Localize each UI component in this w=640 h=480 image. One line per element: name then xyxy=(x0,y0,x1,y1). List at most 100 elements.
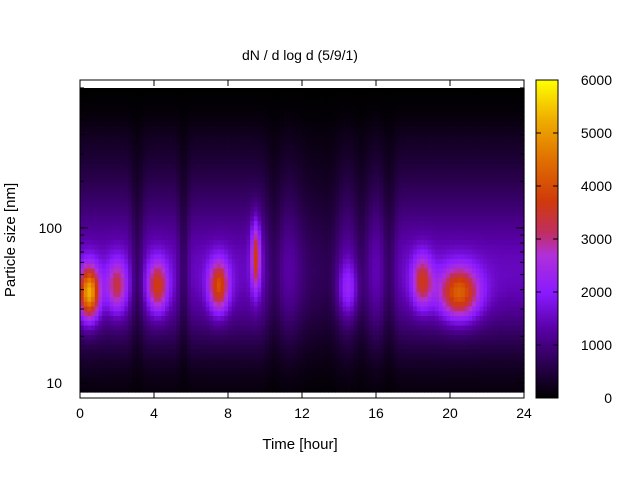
heatmap-cell xyxy=(194,154,199,160)
heatmap-cell xyxy=(298,335,303,341)
heatmap-cell xyxy=(350,259,355,265)
heatmap-cell xyxy=(220,102,225,108)
heatmap-cell xyxy=(309,292,314,298)
heatmap-cell xyxy=(150,130,155,137)
heatmap-cell xyxy=(268,311,273,317)
heatmap-cell xyxy=(220,216,225,222)
heatmap-cell xyxy=(309,297,314,303)
heatmap-cell xyxy=(327,164,333,170)
heatmap-cell xyxy=(235,126,240,132)
heatmap-cell xyxy=(224,197,229,203)
heatmap-cell xyxy=(168,249,174,255)
heatmap-cell xyxy=(357,244,362,251)
heatmap-cell xyxy=(220,240,225,246)
heatmap-cell xyxy=(150,126,155,132)
heatmap-cell xyxy=(313,121,318,127)
heatmap-cell xyxy=(327,249,333,255)
heatmap-cell xyxy=(253,325,259,331)
heatmap-cell xyxy=(353,249,359,255)
heatmap-cell xyxy=(139,320,144,327)
heatmap-cell xyxy=(327,273,333,279)
heatmap-cell xyxy=(235,349,240,355)
heatmap-cell xyxy=(183,192,188,198)
heatmap-cell xyxy=(224,339,229,346)
heatmap-cell xyxy=(220,349,225,355)
heatmap-cell xyxy=(117,235,122,241)
heatmap-cell xyxy=(165,168,170,175)
heatmap-cell xyxy=(198,273,203,279)
heatmap-cell xyxy=(324,382,329,388)
heatmap-cell xyxy=(124,197,129,203)
heatmap-cell xyxy=(305,135,310,141)
heatmap-cell xyxy=(246,330,251,336)
heatmap-cell xyxy=(220,387,225,393)
heatmap-cell xyxy=(361,387,366,393)
heatmap-cell xyxy=(146,183,151,189)
heatmap-cell xyxy=(257,263,262,270)
heatmap-cell xyxy=(276,363,281,369)
heatmap-cell xyxy=(187,92,192,99)
heatmap-cell xyxy=(80,88,85,94)
heatmap-cell xyxy=(135,349,140,355)
heatmap-cell xyxy=(94,301,100,308)
heatmap-cell xyxy=(98,206,103,213)
heatmap-cell xyxy=(324,292,329,298)
heatmap-cell xyxy=(179,363,185,369)
heatmap-cell xyxy=(276,154,281,160)
heatmap-cell xyxy=(216,249,222,255)
heatmap-cell xyxy=(154,130,159,137)
heatmap-cell xyxy=(276,107,281,113)
heatmap-cell xyxy=(202,116,207,122)
heatmap-cell xyxy=(157,221,162,227)
heatmap-cell xyxy=(194,330,199,336)
heatmap-cell xyxy=(216,230,222,236)
heatmap-cell xyxy=(165,387,170,393)
heatmap-cell xyxy=(80,259,85,265)
heatmap-cell xyxy=(235,273,240,279)
heatmap-cell xyxy=(213,259,218,265)
heatmap-cell xyxy=(298,268,303,274)
heatmap-cell xyxy=(142,159,148,165)
heatmap-cell xyxy=(357,325,362,331)
heatmap-cell xyxy=(102,235,107,241)
heatmap-cell xyxy=(272,216,277,222)
heatmap-cell xyxy=(135,382,140,388)
heatmap-cell xyxy=(161,354,166,360)
heatmap-cell xyxy=(94,183,100,189)
heatmap-cell xyxy=(272,111,277,118)
heatmap-cell xyxy=(350,363,355,369)
heatmap-cell xyxy=(202,259,207,265)
heatmap-cell xyxy=(172,235,177,241)
heatmap-cell xyxy=(176,221,181,227)
heatmap-cell xyxy=(135,316,140,322)
heatmap-cell xyxy=(102,183,107,189)
heatmap-cell xyxy=(253,187,259,194)
heatmap-cell xyxy=(346,301,351,308)
heatmap-cell xyxy=(198,111,203,118)
heatmap-cell xyxy=(246,316,251,322)
heatmap-cell xyxy=(265,358,270,365)
heatmap-cell xyxy=(113,102,118,108)
heatmap-cell xyxy=(131,259,137,265)
heatmap-cell xyxy=(154,311,159,317)
heatmap-cell xyxy=(316,102,322,108)
heatmap-cell xyxy=(94,192,100,198)
heatmap-cell xyxy=(272,273,277,279)
heatmap-cell xyxy=(231,316,236,322)
heatmap-cell xyxy=(216,363,222,369)
heatmap-cell xyxy=(183,273,188,279)
heatmap-cell xyxy=(209,330,214,336)
heatmap-cell xyxy=(80,263,85,270)
heatmap-cell xyxy=(265,178,270,184)
heatmap-cell xyxy=(109,297,114,303)
heatmap-cell xyxy=(279,130,285,137)
heatmap-cell xyxy=(220,197,225,203)
heatmap-cell xyxy=(135,363,140,369)
heatmap-cell xyxy=(320,225,325,232)
heatmap-cell xyxy=(94,320,100,327)
heatmap-cell xyxy=(316,230,322,236)
heatmap-cell xyxy=(261,292,266,298)
heatmap-cell xyxy=(224,311,229,317)
heatmap-cell xyxy=(198,311,203,317)
heatmap-cell xyxy=(313,282,318,289)
